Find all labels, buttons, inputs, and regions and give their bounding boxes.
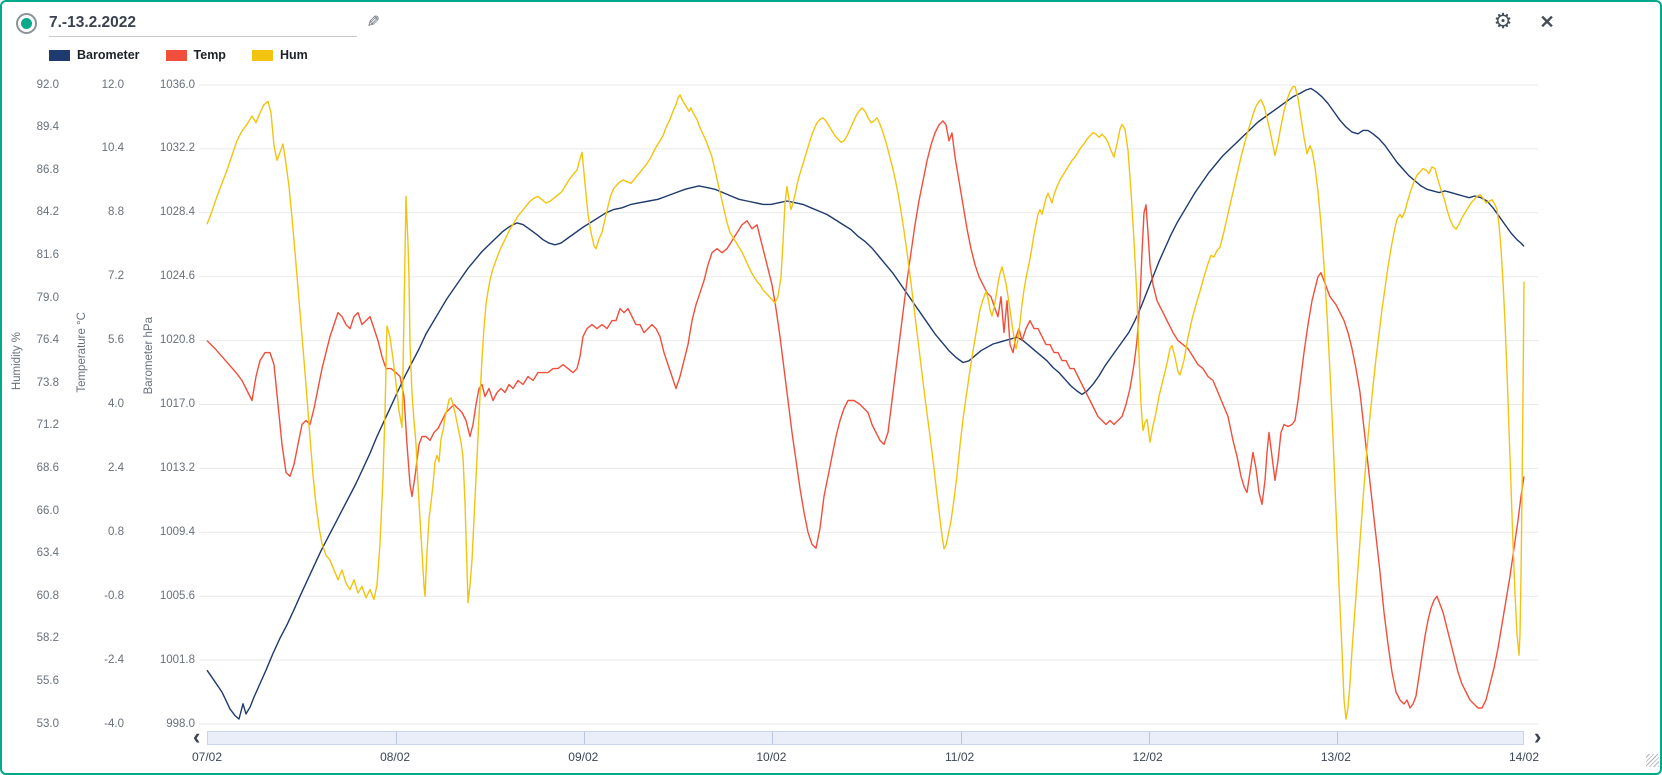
humidity-tick-label: 81.6 — [36, 248, 59, 261]
scrollbar-day-tick — [1336, 732, 1338, 744]
x-axis-label: 07/02 — [191, 750, 223, 764]
chart-legend: Barometer Temp Hum — [49, 47, 308, 63]
x-axis-label: 14/02 — [1508, 750, 1540, 764]
barometer-tick-label: 1005.6 — [159, 589, 195, 602]
humidity-tick-label: 53.0 — [36, 717, 59, 730]
time-scrollbar[interactable] — [207, 731, 1524, 745]
series-line-hum[interactable] — [206, 85, 1525, 720]
temperature-tick-label: 2.4 — [108, 461, 124, 474]
humidity-tick-label: 76.4 — [36, 334, 59, 347]
series-line-temp[interactable] — [206, 120, 1525, 709]
barometer-tick-label: 1032.2 — [159, 142, 195, 155]
barometer-tick-label: 1017.0 — [159, 398, 195, 410]
legend-item-temp[interactable]: Temp — [165, 47, 226, 63]
legend-item-barometer[interactable]: Barometer — [49, 47, 140, 63]
x-axis-label: 13/02 — [1320, 750, 1351, 764]
date-range-input[interactable]: 7.-13.2.2022 — [49, 11, 357, 37]
barometer-tick-label: 1036.0 — [159, 78, 195, 91]
x-axis-label: 09/02 — [568, 750, 599, 764]
humidity-tick-label: 68.6 — [36, 461, 59, 474]
temperature-tick-label: 10.4 — [101, 142, 124, 155]
temperature-tick-label: 8.8 — [108, 206, 124, 219]
humidity-tick-label: 79.0 — [36, 291, 59, 304]
hum-swatch — [251, 49, 273, 61]
temp-swatch — [165, 49, 187, 61]
humidity-tick-label: 63.4 — [36, 547, 59, 560]
scrollbar-day-tick — [584, 732, 586, 744]
humidity-tick-label: 92.0 — [36, 78, 59, 91]
humidity-tick-label: 66.0 — [36, 504, 59, 517]
x-axis-label: 12/02 — [1132, 750, 1163, 764]
temperature-tick-label: 0.8 — [108, 525, 124, 538]
humidity-tick-label: 73.8 — [36, 376, 59, 389]
legend-item-hum[interactable]: Hum — [251, 47, 308, 63]
temperature-tick-label: -2.4 — [104, 653, 124, 666]
x-axis-label: 10/02 — [756, 750, 787, 764]
close-icon[interactable]: ✕ — [1539, 12, 1555, 32]
resize-handle-icon[interactable] — [1646, 754, 1659, 767]
legend-label: Hum — [279, 48, 308, 62]
barometer-tick-label: 1028.4 — [159, 206, 195, 219]
scrollbar-day-tick — [960, 732, 962, 744]
radio-dot-icon — [21, 18, 32, 29]
humidity-tick-label: 71.2 — [36, 419, 59, 432]
legend-label: Temp — [193, 48, 226, 62]
scrollbar-day-tick — [396, 732, 398, 744]
series-line-barometer[interactable] — [206, 87, 1525, 720]
legend-label: Barometer — [77, 48, 140, 62]
barometer-tick-label: 998.0 — [166, 717, 195, 730]
humidity-tick-label: 86.8 — [36, 163, 59, 176]
temperature-tick-label: 5.6 — [108, 334, 124, 347]
temperature-tick-label: 12.0 — [101, 78, 124, 91]
x-axis-label: 08/02 — [380, 750, 411, 764]
barometer-swatch — [49, 49, 70, 61]
settings-gear-icon[interactable]: ⚙ — [1493, 10, 1513, 33]
scroll-left-button[interactable]: ‹ — [193, 724, 201, 749]
barometer-tick-label: 1013.2 — [159, 461, 195, 474]
humidity-tick-label: 55.6 — [36, 674, 59, 687]
humidity-tick-label: 84.2 — [36, 206, 59, 219]
temperature-tick-label: -4.0 — [104, 717, 124, 730]
humidity-tick-label: 58.2 — [36, 632, 59, 645]
temperature-tick-label: 7.2 — [108, 270, 124, 283]
scroll-right-button[interactable]: › — [1534, 724, 1542, 749]
record-radio-button[interactable] — [16, 13, 37, 34]
barometer-tick-label: 1001.8 — [159, 653, 195, 666]
temperature-tick-label: -0.8 — [104, 589, 124, 602]
scrollbar-day-tick — [772, 732, 774, 744]
humidity-tick-label: 89.4 — [36, 121, 59, 134]
humidity-tick-label: 60.8 — [36, 589, 59, 602]
barometer-tick-label: 1020.8 — [159, 334, 195, 347]
barometer-tick-label: 1009.4 — [159, 525, 195, 538]
x-axis-label: 11/02 — [945, 750, 975, 764]
barometer-tick-label: 1024.6 — [159, 270, 195, 283]
temperature-tick-label: 4.0 — [108, 398, 124, 410]
scrollbar-day-tick — [1148, 732, 1150, 744]
